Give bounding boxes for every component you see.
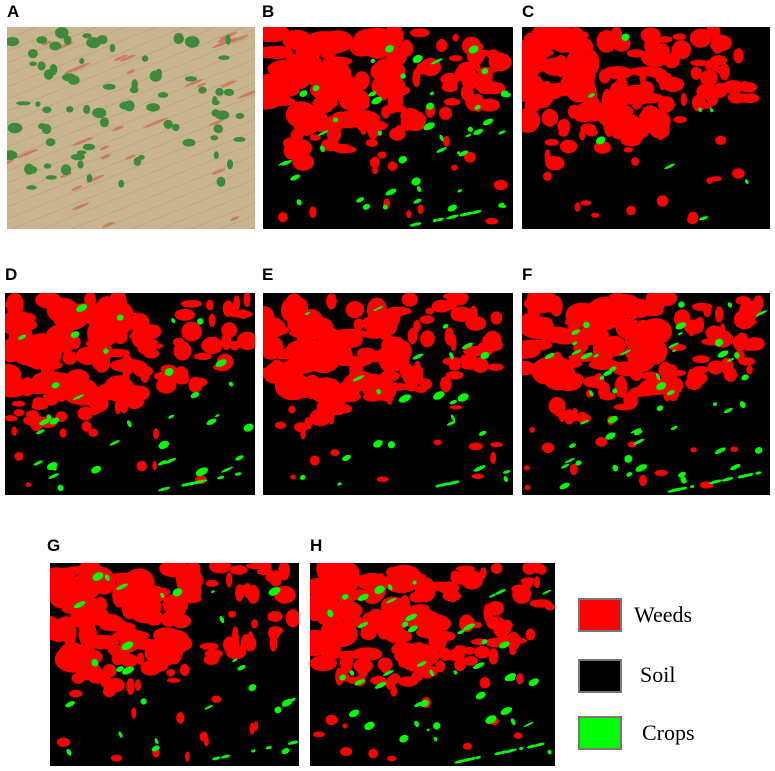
- panel-label-a: A: [7, 2, 20, 21]
- panel-a-aerial-photo: [7, 27, 255, 229]
- legend-label-weeds: Weeds: [634, 602, 693, 627]
- panel-b-classification-map: [263, 27, 513, 229]
- panel-f-classification-map: [522, 293, 770, 495]
- panel-c-classification-map: [522, 27, 770, 229]
- legend-label-crops: Crops: [642, 720, 695, 745]
- panel-label-h: H: [310, 536, 323, 555]
- legend-swatch-crops: [578, 716, 622, 750]
- panel-label-d: D: [5, 265, 18, 284]
- legend-swatch-weeds: [578, 598, 622, 632]
- legend-swatch-soil: [578, 659, 622, 693]
- panel-d-classification-map: [5, 293, 255, 495]
- panel-g-classification-map: [50, 563, 299, 766]
- panel-label-e: E: [262, 265, 274, 284]
- legend-label-soil: Soil: [640, 662, 676, 687]
- panel-e-classification-map: [263, 293, 513, 495]
- panel-label-b: B: [262, 2, 275, 21]
- panel-h-classification-map: [310, 563, 555, 766]
- panel-label-c: C: [522, 2, 535, 21]
- panel-label-g: G: [47, 536, 61, 555]
- panel-label-f: F: [522, 265, 533, 284]
